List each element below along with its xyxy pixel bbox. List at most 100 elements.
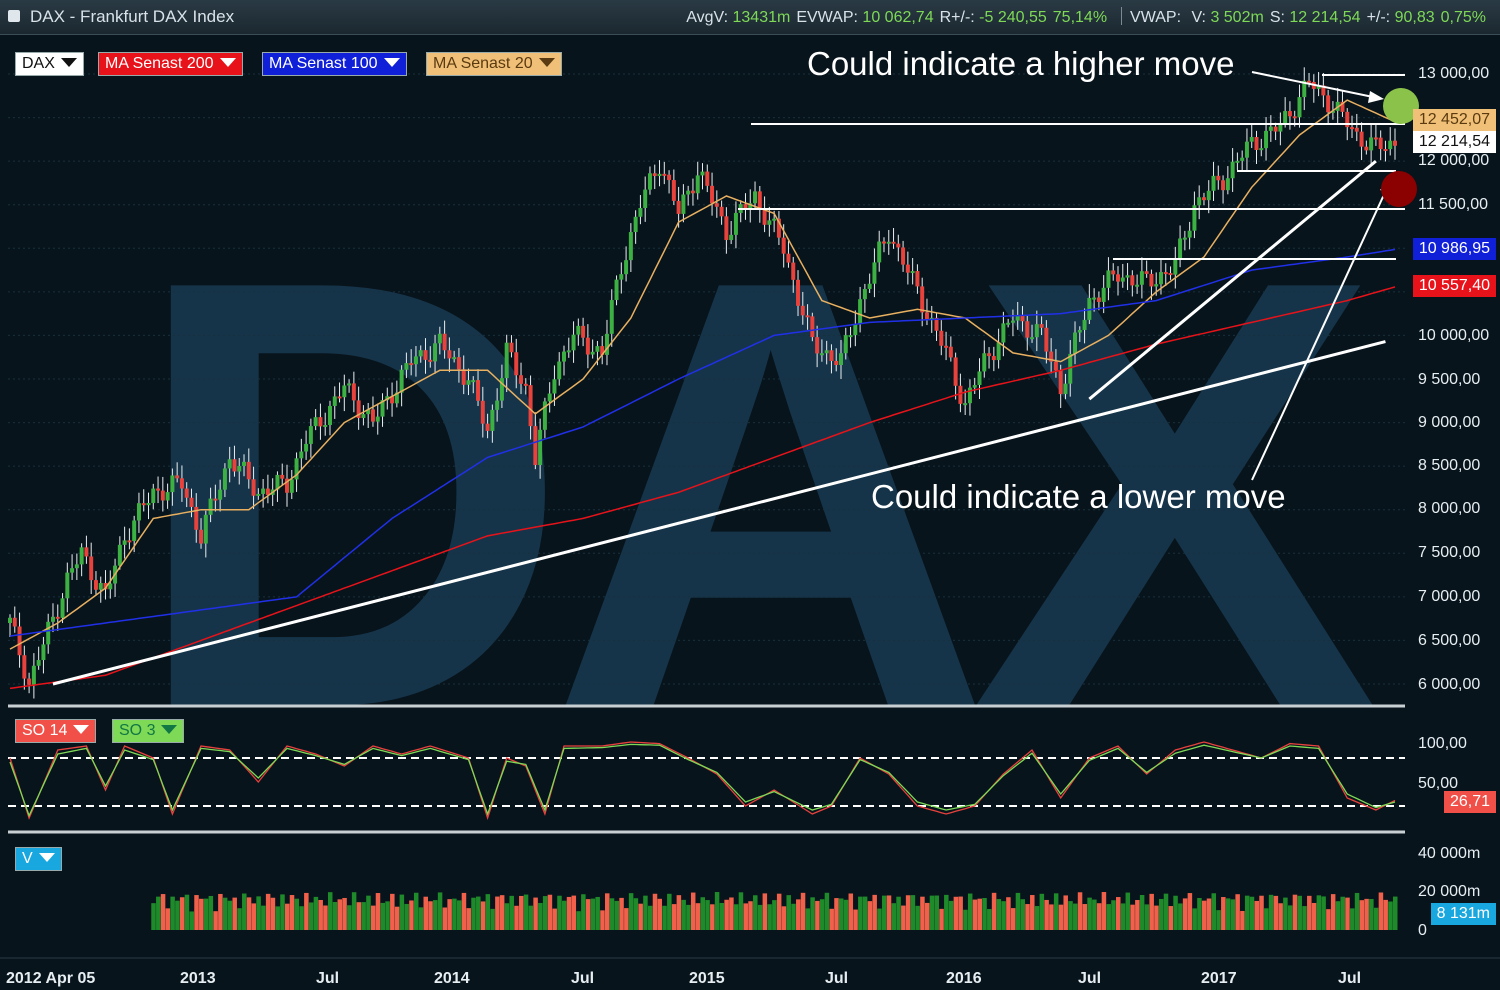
stat-label: S:	[1269, 9, 1290, 26]
candle-body	[1006, 322, 1011, 325]
candle-body	[1221, 180, 1226, 191]
candle-body	[428, 359, 433, 362]
volume-bar	[461, 892, 467, 930]
ma20-dropdown[interactable]: MA Senast 20	[426, 52, 562, 76]
volume-bar	[557, 895, 562, 930]
instrument-dropdown[interactable]: DAX	[15, 52, 84, 76]
arrow-lower	[1251, 185, 1389, 481]
volume-bar	[471, 897, 476, 930]
volume-bar	[987, 909, 992, 930]
volume-bar	[495, 896, 500, 930]
volume-bar	[1077, 892, 1083, 930]
candle-body	[628, 232, 633, 261]
so3-dropdown[interactable]: SO 3	[112, 719, 185, 743]
candle-body	[1307, 80, 1312, 83]
volume-bar	[1235, 894, 1240, 930]
candle-body	[585, 337, 590, 355]
stat-item: V: 3 502m	[1191, 9, 1263, 26]
title-bar: DAX - Frankfurt DAX Index AvgV: 13431m EV…	[0, 0, 1500, 35]
volume-bar	[1163, 893, 1169, 930]
volume-bar	[834, 898, 839, 930]
candle-body	[208, 498, 213, 515]
candle-body	[1068, 353, 1073, 384]
candle-body	[184, 488, 189, 498]
volume-bar	[619, 897, 624, 930]
volume-bar	[1125, 892, 1131, 930]
volume-bar	[647, 905, 653, 930]
candle-body	[1149, 273, 1154, 287]
candle-body	[604, 333, 609, 355]
ma200-dropdown[interactable]: MA Senast 200	[98, 52, 243, 76]
volume-bar	[265, 893, 271, 930]
volume-bar	[815, 900, 820, 930]
candle-body	[944, 345, 949, 348]
candle-body	[800, 305, 805, 316]
x-tick-label: Jul	[316, 970, 340, 987]
volume-bar	[1388, 901, 1393, 930]
candle-body	[327, 405, 332, 425]
volume-bar	[1168, 906, 1174, 930]
candle-body	[743, 204, 748, 210]
volume-bar	[485, 894, 491, 930]
ma20-line	[9, 99, 1396, 650]
volume-bar	[456, 900, 462, 930]
volume-bar	[1139, 895, 1145, 930]
candle-body	[1130, 275, 1135, 286]
volume-bar	[1082, 904, 1088, 930]
so14-dropdown[interactable]: SO 14	[15, 719, 97, 743]
volume-tick-label: 20 000m	[1418, 883, 1481, 900]
volume-dropdown[interactable]: V	[15, 847, 62, 871]
volume-bar	[1297, 895, 1302, 930]
stat-item: +/-: 90,83	[1367, 9, 1435, 26]
volume-bar	[571, 895, 577, 930]
volume-bar	[581, 894, 586, 930]
candle-body	[533, 426, 538, 466]
candle-body	[810, 316, 815, 338]
candle-body	[1373, 137, 1378, 140]
ma100-dropdown[interactable]: MA Senast 100	[262, 52, 407, 76]
candle-body	[581, 325, 586, 338]
stat-item: VWAP:	[1130, 9, 1185, 26]
watermark: DAX	[130, 190, 1378, 800]
candle-body	[179, 478, 184, 489]
candle-body	[394, 392, 399, 404]
volume-bar	[1015, 892, 1021, 930]
candle-body	[1082, 319, 1087, 330]
candle-body	[1015, 315, 1020, 321]
volume-bar	[1192, 908, 1197, 930]
candle-body	[232, 459, 237, 472]
volume-bar	[1240, 910, 1245, 930]
volume-bar	[700, 897, 705, 930]
candle-body	[246, 461, 251, 480]
volume-bar	[160, 894, 166, 930]
volume-bar	[891, 903, 897, 930]
candle-body	[872, 262, 877, 284]
volume-bar	[1268, 894, 1274, 930]
candle-body	[695, 175, 700, 194]
candle-body	[203, 514, 208, 544]
candle-body	[676, 200, 681, 214]
volume-bar	[1249, 896, 1255, 930]
trendline-long	[52, 340, 1386, 686]
chevron-down-icon	[383, 58, 400, 67]
volume-bar	[576, 911, 581, 930]
candle-body	[275, 474, 280, 490]
candle-body	[619, 274, 624, 280]
so14-label: SO 14	[22, 722, 68, 739]
candle-body	[447, 350, 452, 359]
candle-body	[896, 243, 901, 248]
volume-bar	[671, 904, 677, 930]
stats-bar: AvgV: 13431m EVWAP: 10 062,74 R+/-: -5 240…	[686, 7, 1492, 27]
stat-label: +/-:	[1366, 9, 1395, 26]
candle-body	[437, 333, 442, 344]
candle-body	[690, 190, 695, 194]
volume-bar	[1092, 899, 1097, 930]
candle-body	[323, 424, 328, 427]
candle-body	[480, 400, 485, 424]
candle-body	[886, 241, 891, 244]
candle-body	[418, 350, 423, 357]
candle-body	[934, 317, 939, 331]
candle-body	[1187, 230, 1192, 238]
volume-bar	[628, 893, 634, 930]
volume-bar	[562, 900, 567, 930]
